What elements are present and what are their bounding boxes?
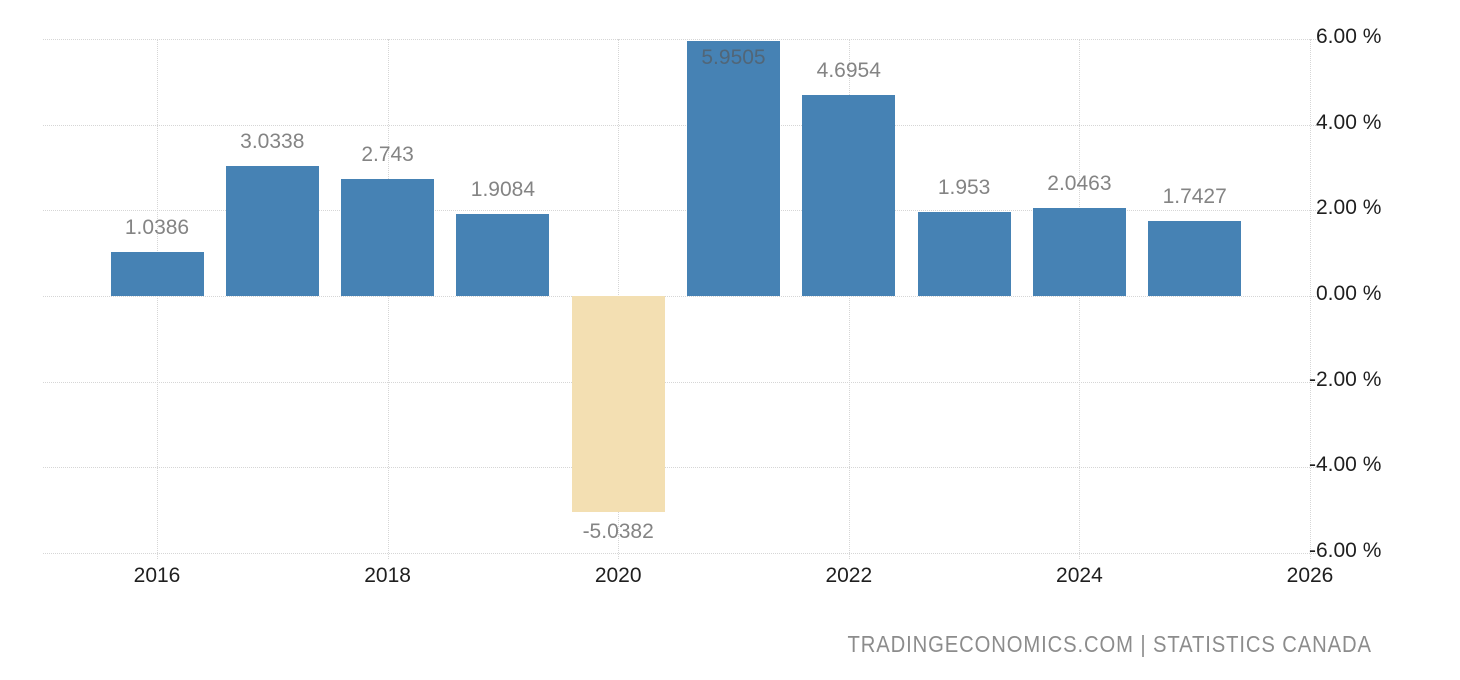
y-axis-tick-label: -2.00 % (1309, 367, 1382, 391)
bar-value-label-2018: 2.743 (361, 142, 414, 166)
gridline-horizontal (43, 210, 1318, 212)
bar-value-label-2017: 3.0338 (240, 130, 305, 154)
gridline-vertical (1310, 39, 1311, 559)
gridline-horizontal (43, 39, 1318, 40)
bar-2016[interactable] (110, 251, 204, 296)
bar-value-label-2022: 4.6954 (816, 58, 881, 82)
gridline-horizontal (43, 296, 1318, 297)
gridline-horizontal (43, 124, 1318, 126)
bar-2019[interactable] (456, 214, 550, 296)
attribution-watermark: TRADINGECONOMICS.COM | STATISTICS CANADA (847, 631, 1372, 657)
bar-2025[interactable] (1148, 221, 1242, 296)
x-axis-tick-label: 2024 (1056, 564, 1103, 587)
bar-value-label-2016: 1.0386 (124, 215, 190, 239)
bar-2017[interactable] (225, 166, 319, 296)
gridline-horizontal (43, 552, 1318, 554)
gridline-vertical (157, 39, 158, 559)
gridline-horizontal (43, 467, 1318, 469)
x-axis-tick-label: 2020 (594, 564, 642, 587)
x-axis-tick-label: 2018 (364, 564, 411, 587)
bar-value-label-2025: 1.7427 (1162, 185, 1227, 209)
bar-2018[interactable] (341, 178, 435, 296)
x-axis-tick-label: 2016 (133, 564, 181, 587)
gridline-vertical (387, 39, 389, 559)
bar-2023[interactable] (917, 212, 1011, 296)
y-axis-tick-label: 2.00 % (1316, 196, 1382, 220)
bar-2024[interactable] (1032, 208, 1126, 296)
gridline-horizontal (43, 381, 1318, 383)
bar-2020[interactable] (571, 296, 665, 512)
bar-value-label-2024: 2.0463 (1047, 172, 1112, 196)
x-axis-tick-label: 2022 (825, 564, 873, 587)
y-axis-tick-label: -4.00 % (1309, 453, 1382, 477)
bar-value-label-2019: 1.9084 (470, 178, 535, 202)
gridline-vertical (1079, 39, 1081, 559)
bar-value-label-2021: 5.9505 (701, 46, 766, 70)
bar-2022[interactable] (802, 94, 896, 296)
y-axis-tick-label: 6.00 % (1316, 25, 1382, 48)
y-axis-tick-label: 0.00 % (1316, 282, 1382, 305)
bar-2021[interactable] (687, 41, 780, 296)
bar-value-label-2023: 1.953 (937, 176, 991, 200)
bar-value-label-2020: -5.0382 (582, 519, 654, 543)
y-axis-tick-label: -6.00 % (1309, 538, 1382, 562)
x-axis-tick-label: 2026 (1286, 564, 1334, 587)
gridline-vertical (848, 39, 850, 559)
y-axis-tick-label: 4.00 % (1316, 110, 1382, 134)
